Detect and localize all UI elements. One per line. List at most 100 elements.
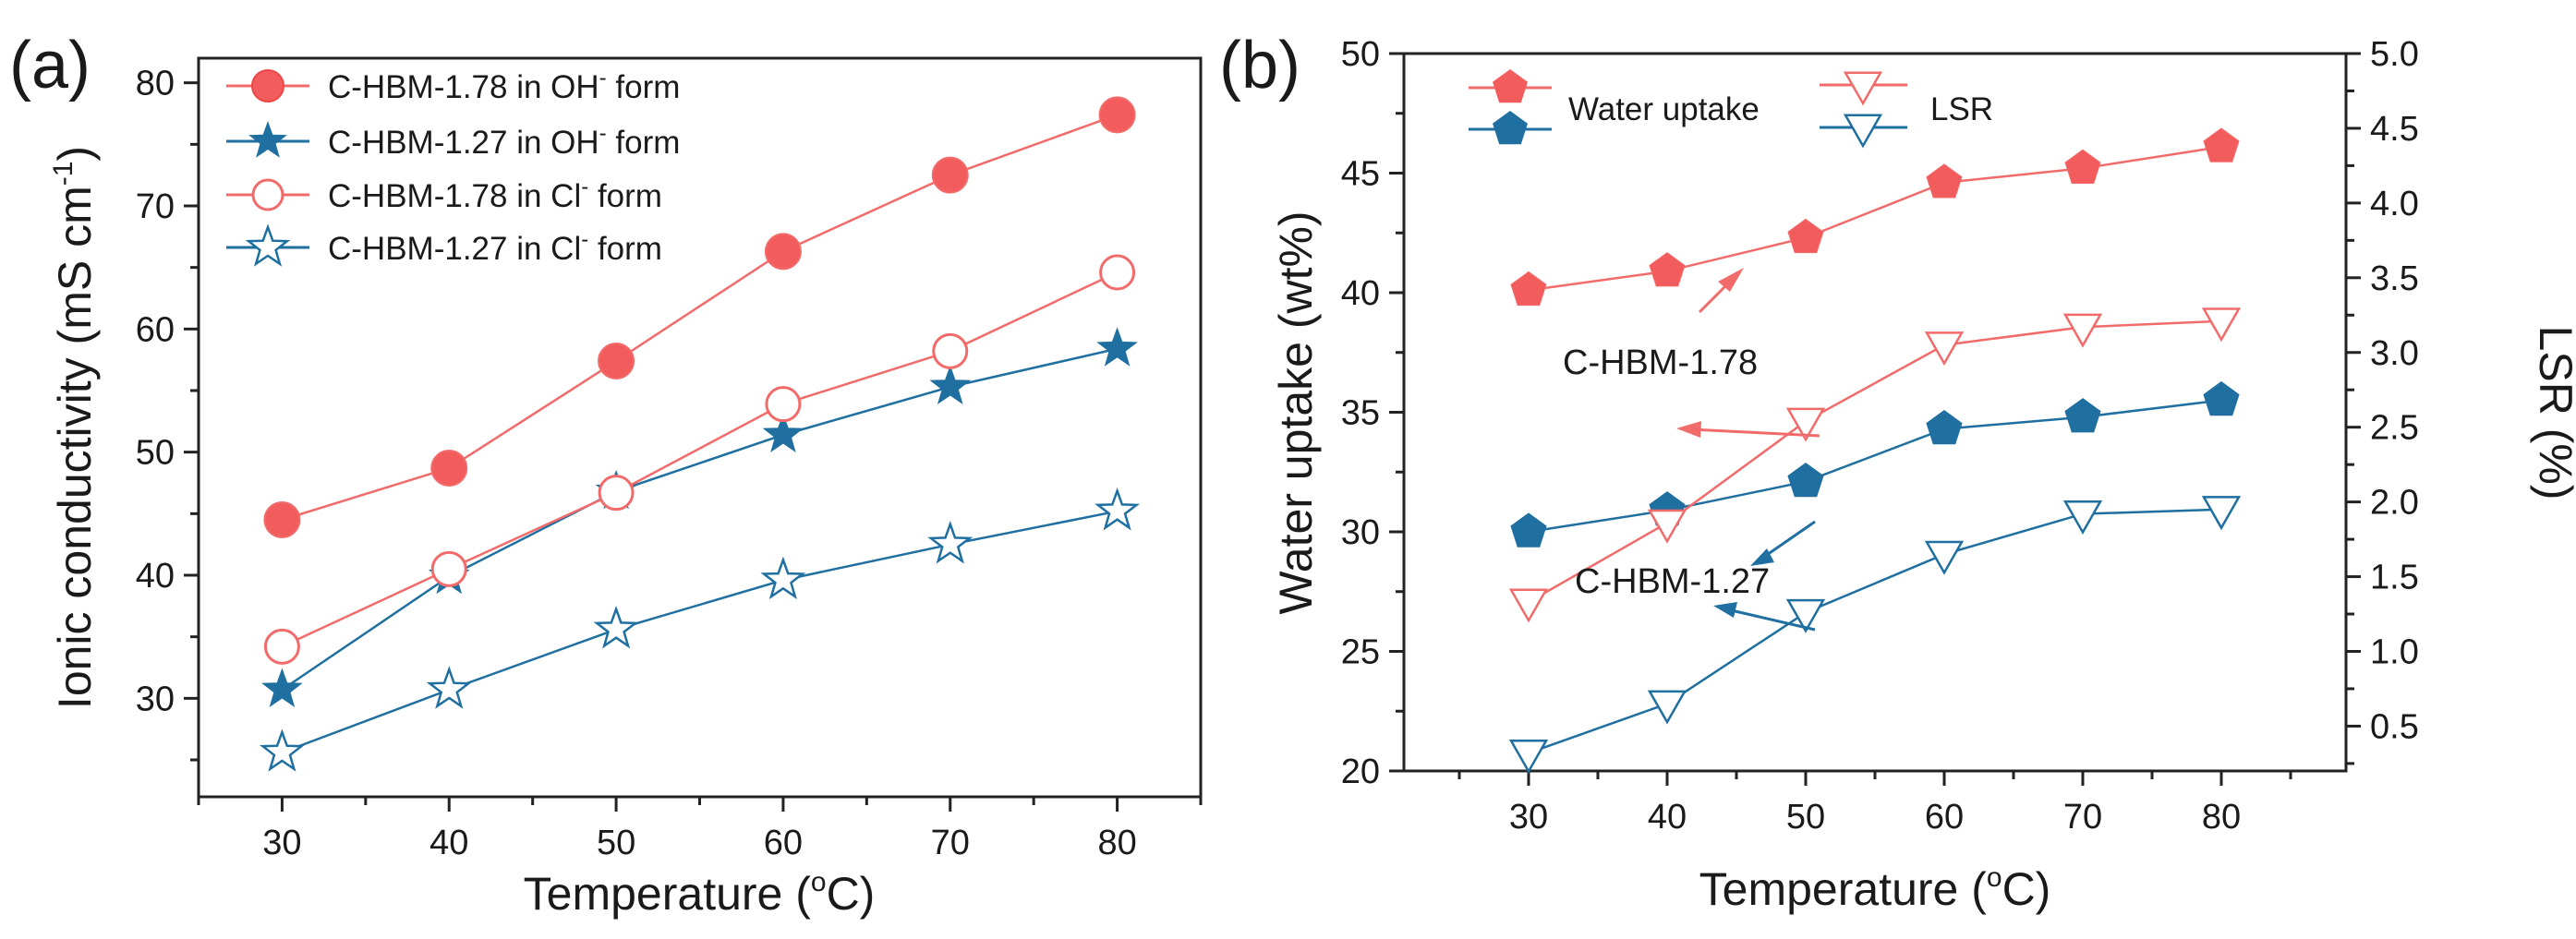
series-a-line-3 [281, 510, 1118, 754]
panel-a-x-ticks: 30 40 50 60 70 80 [197, 797, 1203, 862]
panel-b-x-axis-title: Temperature (oC) [1699, 862, 2051, 915]
legend-b-marker-3 [1843, 71, 1883, 106]
b-y-tick-label-35: 35 [1341, 394, 1380, 433]
panel-b-plot-frame [1402, 52, 2348, 773]
data-point-b-0-60 [1926, 163, 1963, 199]
panel-a-x-axis-title: Temperature (oC) [524, 867, 876, 920]
b-x-tick-label-60: 60 [1925, 798, 1964, 837]
data-point-b-1-30 [1510, 512, 1547, 548]
series-b-line-0 [1528, 145, 2222, 292]
legend-b-label-water-uptake: Water uptake [1568, 91, 1760, 127]
y-tick-label-40: 40 [136, 557, 175, 596]
legend-marker-4 [245, 223, 291, 267]
b-y2-tick-label-1.5: 1.5 [2370, 559, 2419, 597]
annotation-arrowhead-127-uptake [1750, 548, 1774, 566]
y-tick-label-70: 70 [136, 187, 175, 226]
panel-b-annotations: C-HBM-1.78 C-HBM-1.27 [1563, 268, 1820, 632]
legend-b-label-lsr: LSR [1930, 91, 1993, 127]
series-a-2 [263, 254, 1136, 665]
data-point-b-2-70 [2062, 313, 2103, 348]
data-point-a-2-80 [1099, 254, 1136, 291]
y-tick-label-50: 50 [136, 434, 175, 473]
data-point-a-0-60 [764, 233, 802, 271]
data-point-b-2-40 [1647, 509, 1687, 544]
b-y-tick-label-50: 50 [1341, 35, 1380, 74]
legend-marker-1 [251, 69, 284, 102]
series-b-line-1 [1528, 399, 2222, 534]
data-point-b-2-30 [1508, 588, 1549, 623]
panel-b-series [1508, 127, 2242, 775]
panel-a-legend: C-HBM-1.78 in OH- form C-HBM-1.27 in OH-… [226, 66, 680, 267]
panel-a-y-axis-title: Ionic conductivity (mS cm-1) [48, 146, 101, 709]
x-tick-label-40: 40 [429, 824, 468, 862]
data-point-b-1-60 [1926, 409, 1963, 445]
data-point-b-3-70 [2062, 500, 2103, 536]
series-b-2 [1508, 307, 2242, 623]
data-point-a-2-40 [430, 550, 467, 587]
panel-a-y-ticks: 30 40 50 60 70 80 [136, 65, 199, 762]
data-point-b-1-80 [2203, 380, 2240, 416]
series-b-1 [1510, 380, 2240, 548]
panel-b-y-axis-title-right: LSR (%) [2530, 326, 2576, 500]
b-y-tick-label-45: 45 [1341, 155, 1380, 194]
legend-b-marker-1 [1493, 69, 1528, 103]
x-tick-label-70: 70 [931, 824, 970, 862]
data-point-a-3-70 [927, 520, 974, 564]
annotation-arrowhead-178-uptake [1718, 268, 1744, 292]
legend-item-2: C-HBM-1.27 in OH- form [226, 121, 680, 161]
x-tick-label-80: 80 [1097, 824, 1136, 862]
data-point-b-3-80 [2201, 496, 2242, 531]
x-tick-label-50: 50 [597, 824, 635, 862]
b-x-tick-label-50: 50 [1786, 798, 1825, 837]
series-b-line-3 [1528, 508, 2222, 754]
data-point-a-0-40 [430, 450, 468, 487]
panel-b-y-axis-title-left: Water uptake (wt%) [1270, 211, 1322, 614]
b-y2-tick-label-3.5: 3.5 [2370, 259, 2419, 298]
data-point-b-0-70 [2064, 149, 2101, 184]
data-point-a-2-70 [932, 332, 969, 369]
y-tick-label-60: 60 [136, 310, 175, 349]
legend-label-2: C-HBM-1.27 in OH- form [328, 121, 680, 161]
data-point-a-1-80 [1096, 327, 1138, 367]
panel-b-legend: Water uptake LSR [1469, 69, 1993, 149]
b-y-tick-label-25: 25 [1341, 633, 1380, 672]
panel-b: (b) 30 40 50 60 70 80 20 25 30 35 40 45 50 0.5 1.0 1.… [1219, 29, 2576, 915]
b-y-tick-label-40: 40 [1341, 274, 1380, 313]
annotation-c-hbm-127: C-HBM-1.27 [1575, 562, 1770, 601]
data-point-b-3-40 [1647, 690, 1687, 725]
data-point-a-1-30 [261, 668, 303, 708]
x-tick-label-60: 60 [764, 824, 803, 862]
data-point-b-3-50 [1785, 598, 1826, 633]
panel-a-plot-frame [197, 56, 1203, 799]
data-point-b-2-50 [1785, 407, 1826, 442]
b-x-tick-label-30: 30 [1509, 798, 1548, 837]
annotation-arrow-127-uptake [1763, 520, 1816, 559]
series-b-0 [1510, 127, 2240, 307]
b-y2-tick-label-5.0: 5.0 [2370, 35, 2419, 74]
series-a-1 [261, 327, 1138, 708]
legend-item-3: C-HBM-1.78 in Cl- form [226, 175, 662, 214]
data-point-b-0-50 [1787, 218, 1824, 254]
data-point-a-0-70 [931, 156, 969, 194]
annotation-arrowhead-178-lsr [1676, 421, 1701, 438]
data-point-b-1-50 [1787, 462, 1824, 498]
data-point-a-2-30 [263, 628, 300, 665]
data-point-a-3-50 [593, 606, 639, 649]
legend-marker-2 [248, 121, 287, 158]
annotation-arrow-178-uptake [1698, 284, 1727, 314]
b-y-tick-label-20: 20 [1341, 752, 1380, 791]
b-y2-tick-label-2.5: 2.5 [2370, 409, 2419, 448]
legend-marker-3 [251, 178, 284, 211]
b-y2-tick-label-0.5: 0.5 [2370, 707, 2419, 746]
data-point-a-3-80 [1094, 488, 1141, 531]
annotation-arrow-127-lsr [1726, 608, 1816, 632]
series-a-line-0 [282, 114, 1119, 522]
data-point-a-2-50 [598, 475, 635, 512]
y-tick-label-30: 30 [136, 680, 175, 718]
legend-label-3: C-HBM-1.78 in Cl- form [328, 175, 662, 214]
panel-b-x-ticks: 30 40 50 60 70 80 [1457, 771, 2292, 837]
legend-item-4: C-HBM-1.27 in Cl- form [226, 223, 662, 267]
data-point-a-3-60 [760, 556, 806, 600]
b-y2-tick-label-1.0: 1.0 [2370, 633, 2419, 672]
